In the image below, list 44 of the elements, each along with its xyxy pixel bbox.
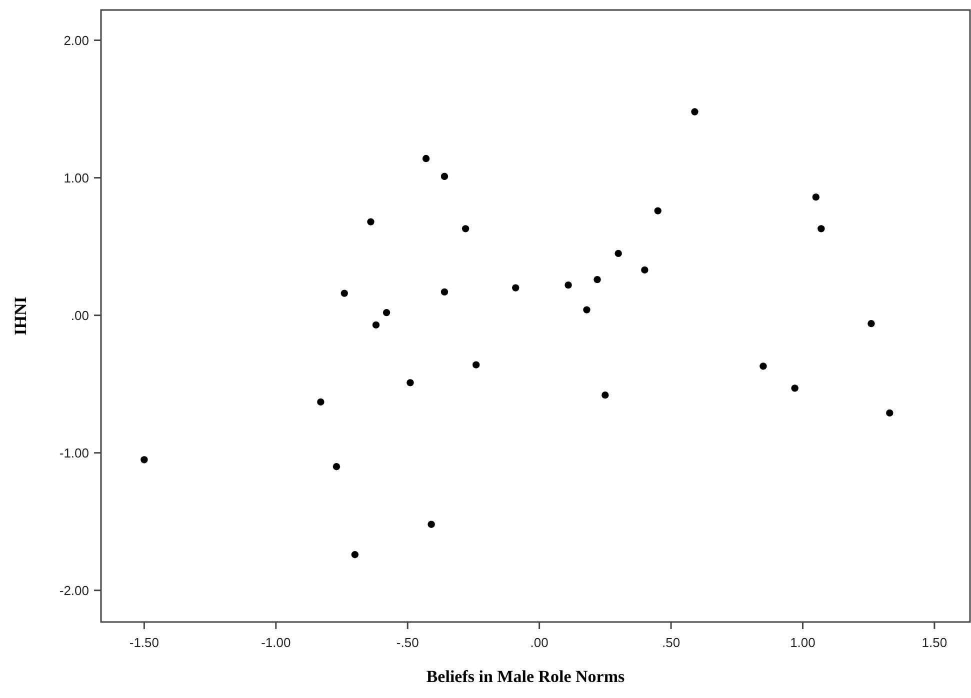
x-axis-title: Beliefs in Male Role Norms: [426, 667, 626, 686]
x-tick-label: -.50: [396, 635, 419, 650]
x-tick-label: -1.00: [261, 635, 291, 650]
point: [594, 276, 601, 284]
point: [472, 361, 480, 368]
point: [440, 172, 448, 180]
y-tick-label: 1.00: [64, 170, 89, 186]
point: [791, 384, 798, 392]
point: [583, 306, 590, 314]
point: [406, 379, 414, 386]
point: [428, 520, 435, 528]
x-tick-label: .50: [662, 635, 680, 650]
point: [641, 266, 648, 274]
point: [614, 250, 622, 258]
y-tick-label: -2.00: [59, 582, 89, 598]
point: [602, 391, 609, 399]
point: [654, 207, 662, 214]
y-axis-title: IHNI: [11, 296, 30, 336]
point: [332, 462, 340, 470]
point: [691, 108, 698, 116]
x-tick-label: .00: [530, 635, 548, 650]
point: [140, 456, 148, 464]
y-tick-label: -1.00: [59, 445, 89, 460]
point: [818, 225, 825, 232]
x-tick-label: 1.00: [790, 635, 816, 650]
point: [462, 225, 470, 232]
point: [868, 320, 875, 328]
point: [760, 362, 767, 370]
point: [812, 193, 820, 201]
point: [886, 409, 894, 417]
point: [367, 218, 374, 226]
x-tick-label: 1.50: [922, 635, 948, 650]
point: [564, 281, 572, 289]
point: [317, 398, 324, 406]
y-tick-label: .00: [70, 308, 89, 323]
point: [351, 551, 359, 558]
point: [340, 290, 348, 297]
x-tick-label: -1.50: [129, 635, 160, 650]
point: [372, 321, 380, 329]
point: [382, 308, 390, 316]
point: [440, 288, 448, 296]
point: [512, 284, 520, 292]
y-tick-label: 2.00: [64, 32, 89, 48]
point: [422, 154, 430, 162]
